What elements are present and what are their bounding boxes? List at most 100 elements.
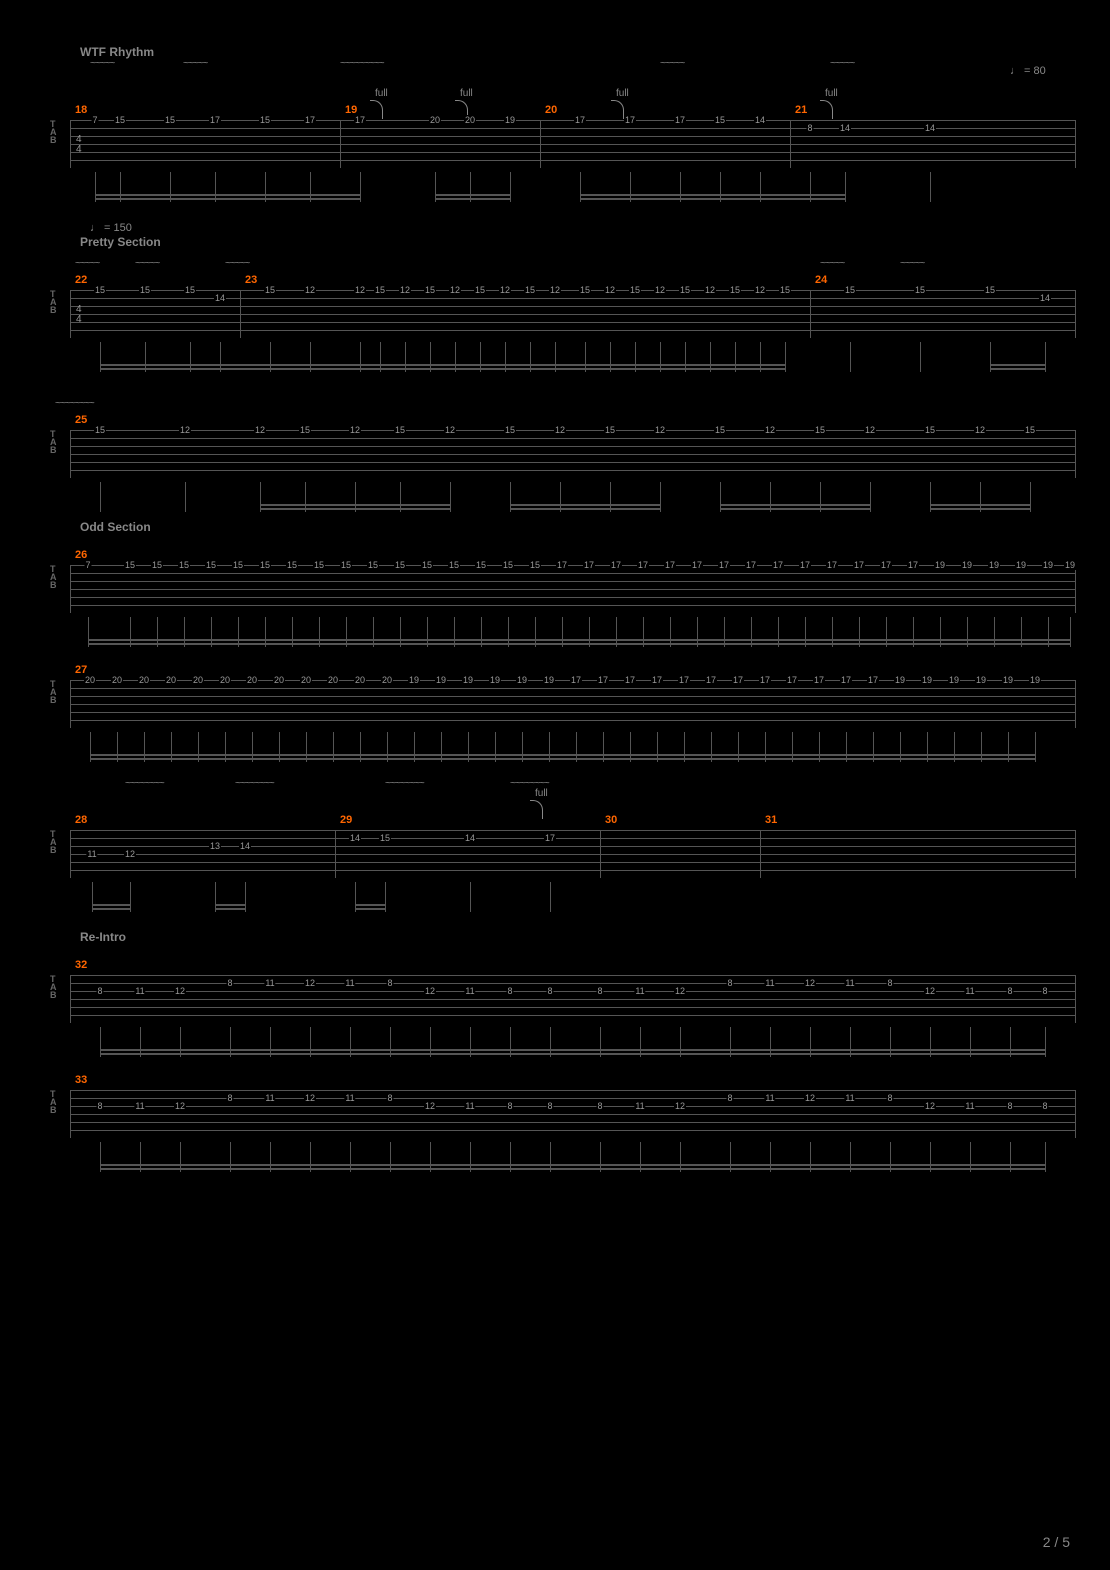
fret-number: 17 <box>354 115 366 125</box>
fret-number: 15 <box>151 560 163 570</box>
tab-staff: TAB4415151514151212151215121512151215121… <box>70 290 1075 338</box>
note-stem <box>470 882 471 912</box>
barline <box>1075 680 1076 728</box>
fret-number: 15 <box>114 115 126 125</box>
vibrato-mark: ~~~~~ <box>183 58 207 69</box>
fret-number: 8 <box>1006 1101 1013 1111</box>
barline <box>335 830 336 878</box>
fret-number: 20 <box>464 115 476 125</box>
bend-full-label: full <box>375 88 388 99</box>
tab-clef: TAB <box>50 680 57 704</box>
fret-number: 15 <box>475 560 487 570</box>
beam <box>90 758 1035 760</box>
fret-number: 14 <box>239 841 251 851</box>
fret-number: 15 <box>529 560 541 570</box>
tempo-mark: = 150 <box>90 222 132 234</box>
string-line <box>70 999 1075 1000</box>
fret-number: 12 <box>654 425 666 435</box>
fret-number: 17 <box>624 115 636 125</box>
barline <box>790 120 791 168</box>
fret-number: 11 <box>464 1101 475 1111</box>
fret-number: 15 <box>94 285 106 295</box>
fret-number: 12 <box>674 986 686 996</box>
fret-number: 12 <box>804 1093 816 1103</box>
fret-number: 15 <box>504 425 516 435</box>
section-label: Re-Intro <box>80 930 126 944</box>
fret-number: 19 <box>934 560 946 570</box>
string-line <box>70 838 1075 839</box>
note-stem <box>1035 732 1036 762</box>
tab-clef: TAB <box>50 120 57 144</box>
string-line <box>70 605 1075 606</box>
fret-number: 12 <box>754 285 766 295</box>
staff-lines: TAB447151517151717202019171717151481414 <box>70 120 1075 168</box>
fret-number: 8 <box>726 978 733 988</box>
note-stem <box>360 172 361 202</box>
fret-number: 19 <box>489 675 501 685</box>
fret-number: 17 <box>574 115 586 125</box>
fret-number: 7 <box>91 115 98 125</box>
fret-number: 13 <box>209 841 221 851</box>
fret-number: 12 <box>704 285 716 295</box>
beam <box>100 1053 1045 1055</box>
fret-number: 12 <box>499 285 511 295</box>
fret-number: 15 <box>286 560 298 570</box>
vibrato-mark: ~~~~~~~~ <box>235 778 274 789</box>
fret-number: 19 <box>988 560 1000 570</box>
beam <box>100 364 785 366</box>
measure-number: 18 <box>75 104 87 116</box>
fret-number: 7 <box>84 560 91 570</box>
string-line <box>70 306 1075 307</box>
fret-number: 19 <box>948 675 960 685</box>
note-stem <box>450 482 451 512</box>
barline <box>1075 830 1076 878</box>
beam-group <box>70 617 1075 647</box>
fret-number: 12 <box>399 285 411 295</box>
fret-number: 17 <box>867 675 879 685</box>
fret-number: 19 <box>516 675 528 685</box>
fret-number: 14 <box>839 123 851 133</box>
vibrato-mark: ~~~~~ <box>225 258 249 269</box>
string-line <box>70 589 1075 590</box>
fret-number: 17 <box>786 675 798 685</box>
beam <box>580 198 845 200</box>
bend-curve <box>611 100 624 119</box>
fret-number: 15 <box>779 285 791 295</box>
fret-number: 17 <box>664 560 676 570</box>
note-stem <box>845 172 846 202</box>
fret-number: 15 <box>340 560 352 570</box>
tab-staff: TAB7151515151515151515151515151515151717… <box>70 565 1075 613</box>
vibrato-mark: ~~~~~ <box>820 258 844 269</box>
fret-number: 15 <box>844 285 856 295</box>
fret-number: 12 <box>174 986 186 996</box>
fret-number: 14 <box>924 123 936 133</box>
barline <box>70 565 71 613</box>
fret-number: 20 <box>273 675 285 685</box>
beam <box>930 508 1030 510</box>
beam <box>88 643 1070 645</box>
barline <box>810 290 811 338</box>
tab-clef: TAB <box>50 830 57 854</box>
fret-number: 15 <box>394 560 406 570</box>
string-line <box>70 152 1075 153</box>
string-line <box>70 830 1075 831</box>
vibrato-mark: ~~~~~~~~ <box>125 778 164 789</box>
fret-number: 11 <box>764 978 775 988</box>
string-line <box>70 160 1075 161</box>
staff-lines: TAB7151515151515151515151515151515151717… <box>70 565 1075 613</box>
fret-number: 17 <box>732 675 744 685</box>
fret-number: 15 <box>502 560 514 570</box>
fret-number: 12 <box>764 425 776 435</box>
barline <box>1075 565 1076 613</box>
fret-number: 15 <box>178 560 190 570</box>
bend-full-label: full <box>535 788 548 799</box>
tab-clef: TAB <box>50 1090 57 1114</box>
fret-number: 8 <box>886 1093 893 1103</box>
note-stem <box>850 342 851 372</box>
measure-number: 25 <box>75 414 87 426</box>
fret-number: 12 <box>974 425 986 435</box>
fret-number: 19 <box>975 675 987 685</box>
note-stem <box>930 172 931 202</box>
vibrato-mark: ~~~~~ <box>660 58 684 69</box>
beam <box>720 508 870 510</box>
